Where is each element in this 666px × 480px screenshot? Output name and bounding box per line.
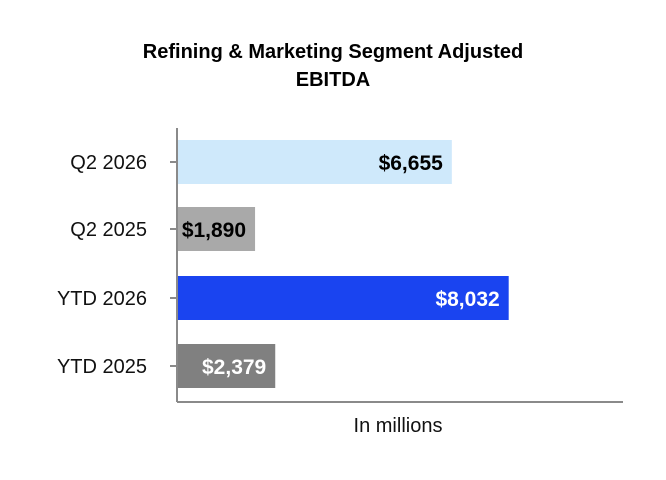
category-label: Q2 2025: [70, 219, 147, 241]
category-label: YTD 2026: [57, 288, 147, 310]
bars-group: $6,655 $1,890 $8,032 $2,379: [177, 140, 509, 388]
bar-value-label: $8,032: [435, 288, 499, 311]
category-label: Q2 2026: [70, 152, 147, 174]
category-label: YTD 2025: [57, 356, 147, 378]
chart-title: Refining & Marketing Segment Adjusted EB…: [142, 41, 524, 91]
x-axis-label: In millions: [354, 415, 443, 437]
axes-group: Q2 2026 Q2 2025 YTD 2026 YTD 2025: [57, 128, 623, 403]
bar-value-label: $1,890: [182, 219, 246, 242]
bar-q2-2026: [177, 140, 452, 184]
bar-ytd-2026: [177, 276, 509, 320]
bar-q2-2025: [177, 207, 256, 251]
bar-value-label: $2,379: [202, 356, 266, 379]
bar-value-label: $6,655: [379, 152, 444, 175]
bar-ytd-2025: [177, 344, 276, 388]
